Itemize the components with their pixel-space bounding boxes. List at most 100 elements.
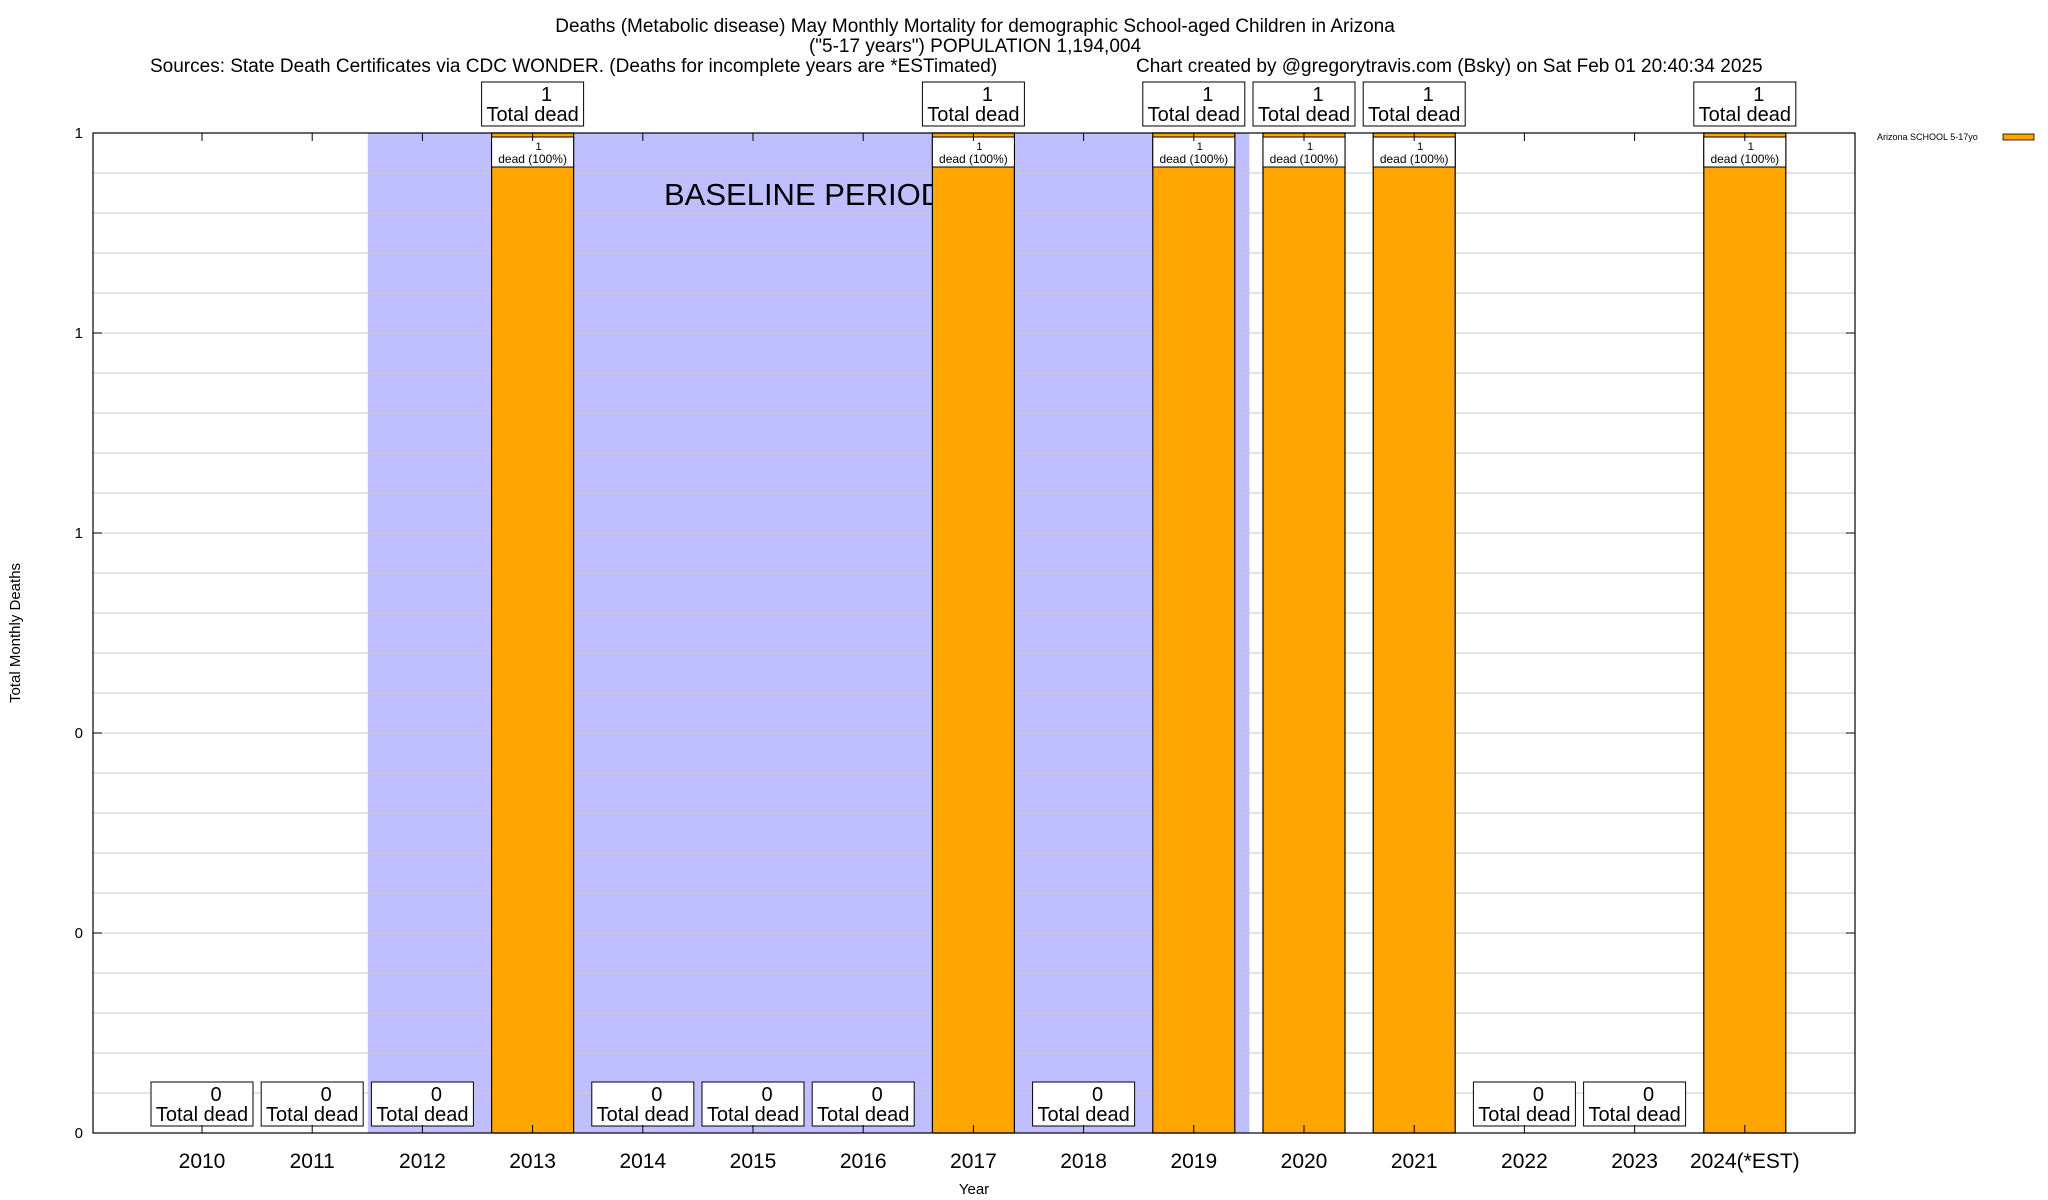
x-axis-label: Year [959,1181,989,1198]
total-box-10 [1252,81,1356,127]
x-tick-label-5: 2015 [730,1150,777,1173]
bars [198,132,1787,1134]
total-word-2: Total dead [376,1104,468,1126]
bar-label-box-3 [491,136,575,168]
total-box-6 [811,1081,915,1127]
bar-label-pct-14: dead (100%) [1710,152,1779,166]
total-word-5: Total dead [707,1104,799,1126]
y-tick-label-2: 0 [75,725,83,742]
x-tick-label-2: 2012 [399,1150,446,1173]
total-box-9 [1142,81,1246,127]
x-tick-label-10: 2020 [1281,1150,1328,1173]
y-tick-label-0: 0 [75,1125,83,1142]
total-box-4 [591,1081,695,1127]
bar-label-pct-3: dead (100%) [498,152,567,166]
y-tick-label-3: 1 [75,525,83,542]
bar-label-box-11 [1372,136,1456,168]
total-count-8: 0 [1092,1084,1103,1106]
total-count-3: 1 [541,84,552,106]
plot-frame [92,132,1856,1134]
total-box-11 [1362,81,1466,127]
total-word-12: Total dead [1478,1104,1570,1126]
x-tick-label-1: 2011 [290,1150,335,1173]
total-word-14: Total dead [1699,104,1791,126]
x-tick-label-7: 2017 [950,1150,997,1173]
total-word-3: Total dead [486,104,578,126]
bar-label-pct-7: dead (100%) [939,152,1008,166]
x-tick-label-6: 2016 [840,1150,887,1173]
bar-label-count-3: 1 [536,141,542,153]
bar-label-box-10 [1262,136,1346,168]
total-box-7 [921,81,1025,127]
x-tick-label-12: 2022 [1501,1150,1548,1173]
baseline-period-label: BASELINE PERIOD [664,177,943,212]
chart-credit: Chart created by @gregorytravis.com (Bsk… [1136,56,1763,77]
bar-label-count-7: 1 [976,141,982,153]
bar-label-count-11: 1 [1417,141,1423,153]
bar-label-pct-10: dead (100%) [1270,152,1339,166]
chart-title: Deaths (Metabolic disease) May Monthly M… [150,16,1763,77]
total-count-10: 1 [1312,84,1323,106]
chart-sources: Sources: State Death Certificates via CD… [150,56,997,77]
bar-label-box-9 [1152,136,1236,168]
total-box-5 [701,1081,805,1127]
bar-label-box-14 [1703,136,1787,168]
x-tick-label-13: 2023 [1611,1150,1658,1173]
total-count-0: 0 [210,1084,221,1106]
total-count-12: 0 [1533,1084,1544,1106]
x-tick-label-3: 2013 [509,1150,556,1173]
x-tick-label-0: 2010 [179,1150,226,1173]
bar-label-pct-11: dead (100%) [1380,152,1449,166]
bar-label-count-10: 1 [1307,141,1313,153]
total-box-8 [1032,1081,1136,1127]
y-tick-label-4: 1 [75,325,83,342]
total-count-5: 0 [761,1084,772,1106]
total-word-0: Total dead [156,1104,248,1126]
total-count-1: 0 [321,1084,332,1106]
total-word-10: Total dead [1258,104,1350,126]
legend: Arizona SCHOOL 5-17yo [1877,132,2035,142]
total-word-6: Total dead [817,1104,909,1126]
x-tick-label-9: 2019 [1170,1150,1217,1173]
total-box-14 [1693,81,1797,127]
total-box-1 [260,1081,364,1127]
total-box-12 [1472,1081,1576,1127]
bar-label-count-9: 1 [1197,141,1203,153]
legend-label: Arizona SCHOOL 5-17yo [1877,132,1978,142]
total-word-1: Total dead [266,1104,358,1126]
bar-2017 [931,132,1016,1134]
total-count-14: 1 [1753,84,1764,106]
total-word-8: Total dead [1037,1104,1129,1126]
y-tick-label-1: 0 [75,925,83,942]
total-box-0 [150,1081,254,1127]
total-count-6: 0 [872,1084,883,1106]
bar-2019 [1152,132,1236,1134]
total-count-7: 1 [982,84,993,106]
bar-label-pct-9: dead (100%) [1159,152,1228,166]
x-tick-label-4: 2014 [619,1150,666,1173]
y-tick-label-5: 1 [75,125,83,142]
axes: 0 0 0 1 1 1 2010 2011 2012 2013 2014 2015 2016 2017 20… [75,125,1855,1173]
total-word-13: Total dead [1588,1104,1680,1126]
bar-2021 [1372,132,1456,1134]
total-count-11: 1 [1423,84,1434,106]
bar-2020 [1262,132,1346,1134]
total-box-2 [370,1081,474,1127]
chart-title-line-1: Deaths (Metabolic disease) May Monthly M… [555,16,1395,37]
total-word-7: Total dead [927,104,1019,126]
total-count-9: 1 [1202,84,1213,106]
bar-label-count-14: 1 [1748,141,1754,153]
bar-2024(*EST) [1703,132,1787,1134]
legend-swatch [2002,133,2035,141]
bar-2013 [491,132,575,1134]
x-tick-label-11: 2021 [1391,1150,1438,1173]
total-word-9: Total dead [1148,104,1240,126]
total-box-13 [1583,1081,1687,1127]
chart-title-line-2: ("5-17 years") POPULATION 1,194,004 [809,36,1141,57]
y-axis-label: Total Monthly Deaths [7,563,24,703]
total-count-4: 0 [651,1084,662,1106]
total-box-3 [481,81,585,127]
total-word-11: Total dead [1368,104,1460,126]
